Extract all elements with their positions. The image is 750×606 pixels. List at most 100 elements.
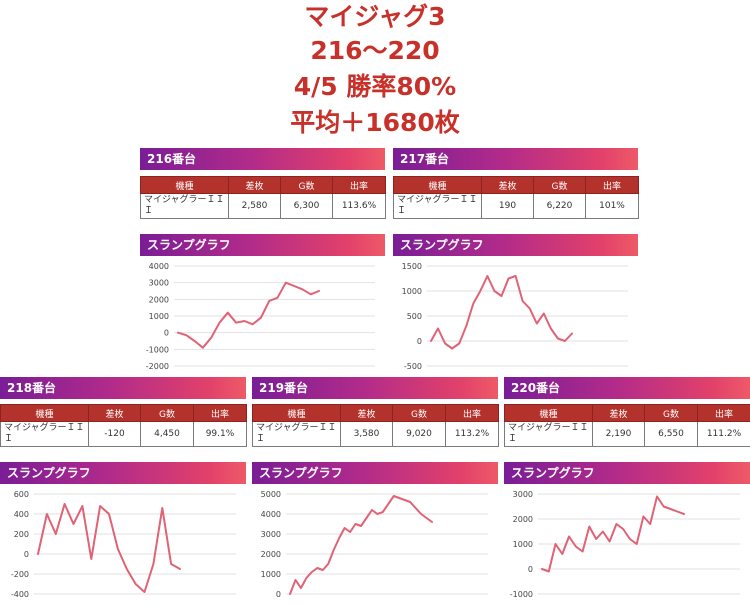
y-tick-label: 5000 [261,490,281,499]
y-tick-label: 4000 [261,510,281,519]
col-header-games: G数 [533,176,586,194]
y-tick-label: -500 [404,362,422,371]
col-header-rate: 出率 [332,176,386,194]
y-tick-label: 1000 [513,540,533,549]
y-tick-label: -400 [11,590,29,599]
y-tick-label: 3000 [261,530,281,539]
y-tick-label: 1000 [261,570,281,579]
col-header-diff: 差枚 [228,176,281,194]
graph-title: スランプグラフ [0,462,246,484]
table-header-row: 機種 差枚 G数 出率 [393,176,639,194]
y-tick-label: -2000 [146,362,169,371]
slump-graph-216: -2000 -1000 0 1000 2000 3000 4000 [146,262,375,371]
y-tick-label: 1500 [402,262,422,271]
panel-title: 218番台 [0,377,246,399]
col-header-model: 機種 [252,404,341,422]
table-row: マイジャグラーＩＩＩ 2,190 6,550 111.2% [504,421,750,447]
table-header-row: 機種 差枚 G数 出率 [504,404,750,422]
cell-games: 6,220 [533,193,586,219]
graph-title: スランプグラフ [140,234,385,256]
cell-model: マイジャグラーＩＩＩ [393,193,482,219]
cell-rate: 99.1% [193,421,247,447]
cell-rate: 113.6% [332,193,386,219]
cell-diff: 190 [481,193,534,219]
col-header-diff: 差枚 [481,176,534,194]
table-row: マイジャグラーＩＩＩ -120 4,450 99.1% [0,421,247,447]
cell-rate: 111.2% [697,421,750,447]
y-tick-label: 0 [276,590,281,599]
cell-rate: 113.2% [445,421,499,447]
slump-graph-219: 0 1000 2000 3000 4000 5000 [261,490,488,599]
col-header-model: 機種 [0,404,89,422]
y-tick-label: 2000 [149,295,169,304]
headline-winrate: 4/5 勝率80% [293,72,457,101]
col-header-games: G数 [644,404,698,422]
y-tick-label: 2000 [513,515,533,524]
col-header-rate: 出率 [193,404,247,422]
headline-average: 平均＋1680枚 [290,108,460,137]
col-header-rate: 出率 [445,404,499,422]
y-tick-label: 4000 [149,262,169,271]
cell-model: マイジャグラーＩＩＩ [0,421,89,447]
cell-games: 6,300 [280,193,333,219]
graph-title: スランプグラフ [252,462,498,484]
slump-graph-217: -500 0 500 1000 1500 [402,262,628,371]
panel-title: 216番台 [140,148,385,170]
machine-table: 機種 差枚 G数 出率 マイジャグラーＩＩＩ 3,580 9,020 113.2… [252,404,499,447]
y-tick-label: 0 [528,565,533,574]
col-header-rate: 出率 [697,404,750,422]
table-row: マイジャグラーＩＩＩ 190 6,220 101% [393,193,639,219]
table-header-row: 機種 差枚 G数 出率 [0,404,247,422]
slump-graph-220: -1000 0 1000 2000 3000 [510,490,740,599]
col-header-games: G数 [140,404,194,422]
headline-range: 216〜220 [310,36,440,65]
y-tick-label: -1000 [510,590,533,599]
panel-title: 219番台 [252,377,498,399]
machine-table: 機種 差枚 G数 出率 マイジャグラーＩＩＩ 2,190 6,550 111.2… [504,404,750,447]
y-tick-label: 3000 [513,490,533,499]
y-tick-label: -200 [11,570,29,579]
y-tick-label: 2000 [261,550,281,559]
y-tick-label: 500 [407,312,422,321]
headline-title: マイジャグ3 [304,2,446,31]
machine-table: 機種 差枚 G数 出率 マイジャグラーＩＩＩ -120 4,450 99.1% [0,404,247,447]
series-line [541,495,685,573]
y-tick-label: 0 [164,329,169,338]
col-header-games: G数 [392,404,446,422]
table-row: マイジャグラーＩＩＩ 2,580 6,300 113.6% [140,193,386,219]
machine-table: 機種 差枚 G数 出率 マイジャグラーＩＩＩ 190 6,220 101% [393,176,639,219]
cell-games: 9,020 [392,421,446,447]
graph-title: スランプグラフ [393,234,638,256]
series-line [430,275,573,350]
y-tick-label: 0 [417,337,422,346]
cell-games: 6,550 [644,421,698,447]
cell-model: マイジャグラーＩＩＩ [252,421,341,447]
cell-diff: 2,580 [228,193,281,219]
y-tick-label: 0 [24,550,29,559]
series-line [289,495,433,595]
series-line [177,281,320,349]
cell-diff: -120 [88,421,141,447]
machine-table: 機種 差枚 G数 出率 マイジャグラーＩＩＩ 2,580 6,300 113.6… [140,176,386,219]
col-header-model: 機種 [393,176,482,194]
slump-graph-218: -400 -200 0 200 400 600 [11,490,236,599]
col-header-diff: 差枚 [88,404,141,422]
y-tick-label: -1000 [146,345,169,354]
col-header-model: 機種 [504,404,593,422]
table-header-row: 機種 差枚 G数 出率 [252,404,499,422]
y-tick-label: 3000 [149,279,169,288]
col-header-diff: 差枚 [592,404,645,422]
panel-title: 217番台 [393,148,638,170]
cell-games: 4,450 [140,421,194,447]
table-header-row: 機種 差枚 G数 出率 [140,176,386,194]
col-header-games: G数 [280,176,333,194]
cell-diff: 3,580 [340,421,393,447]
panel-title: 220番台 [504,377,750,399]
cell-model: マイジャグラーＩＩＩ [504,421,593,447]
col-header-model: 機種 [140,176,229,194]
cell-rate: 101% [585,193,639,219]
col-header-rate: 出率 [585,176,639,194]
y-tick-label: 1000 [402,287,422,296]
cell-diff: 2,190 [592,421,645,447]
table-row: マイジャグラーＩＩＩ 3,580 9,020 113.2% [252,421,499,447]
